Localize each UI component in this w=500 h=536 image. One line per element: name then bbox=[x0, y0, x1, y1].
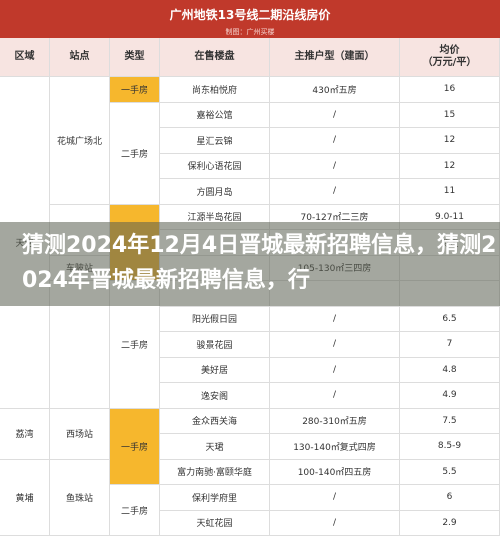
table-cell: / bbox=[270, 332, 400, 358]
table-cell: 一手房 bbox=[110, 77, 160, 103]
table-cell: 12 bbox=[400, 153, 500, 179]
table-cell: / bbox=[270, 102, 400, 128]
table-cell: 嘉裕公馆 bbox=[160, 102, 270, 128]
table-cell: 100-140㎡四五房 bbox=[270, 459, 400, 485]
table-cell: 星汇云锦 bbox=[160, 128, 270, 154]
table-cell: 11 bbox=[400, 179, 500, 205]
table-cell: 4.8 bbox=[400, 357, 500, 383]
table-cell: / bbox=[270, 383, 400, 409]
table-cell: 尚东柏悦府 bbox=[160, 77, 270, 103]
table-cell: 黄埔 bbox=[0, 459, 50, 536]
title-bar: 广州地铁13号线二期沿线房价 制图：广州买楼 bbox=[0, 0, 500, 38]
table-cell: 鱼珠站 bbox=[50, 459, 110, 536]
overlay-banner: 猜测2024年12月4日晋城最新招聘信息，猜测2024年晋城最新招聘信息，行 bbox=[0, 222, 500, 306]
table-cell: 280-310㎡五房 bbox=[270, 408, 400, 434]
table-cell: 6.5 bbox=[400, 306, 500, 332]
table-cell: 保利心语花园 bbox=[160, 153, 270, 179]
table-cell: 花城广场北 bbox=[50, 77, 110, 205]
table-cell: 2.9 bbox=[400, 510, 500, 536]
table-cell: 方圆月岛 bbox=[160, 179, 270, 205]
table-cell: 6 bbox=[400, 485, 500, 511]
table-cell: / bbox=[270, 179, 400, 205]
table-cell: 保利学府里 bbox=[160, 485, 270, 511]
table-cell: 天珺 bbox=[160, 434, 270, 460]
table-cell: / bbox=[270, 357, 400, 383]
banner-text: 猜测2024年12月4日晋城最新招聘信息，猜测2024年晋城最新招聘信息，行 bbox=[22, 233, 497, 293]
table-cell: / bbox=[270, 485, 400, 511]
header-cell: 区域 bbox=[0, 38, 50, 77]
table-cell: 7.5 bbox=[400, 408, 500, 434]
table-cell: / bbox=[270, 510, 400, 536]
header-cell: 均价 （万元/平） bbox=[400, 38, 500, 77]
table-cell: 430㎡五房 bbox=[270, 77, 400, 103]
subtitle: 制图：广州买楼 bbox=[225, 28, 275, 36]
table-cell: 4.9 bbox=[400, 383, 500, 409]
table-cell: 金众西关海 bbox=[160, 408, 270, 434]
table-cell: 8.5-9 bbox=[400, 434, 500, 460]
title: 广州地铁13号线二期沿线房价 bbox=[169, 8, 331, 22]
header-cell: 站点 bbox=[50, 38, 110, 77]
table-cell: 5.5 bbox=[400, 459, 500, 485]
table-cell: 阳光假日园 bbox=[160, 306, 270, 332]
table-cell: 美好居 bbox=[160, 357, 270, 383]
table-cell: 7 bbox=[400, 332, 500, 358]
table-cell: 骏景花园 bbox=[160, 332, 270, 358]
table-cell: / bbox=[270, 306, 400, 332]
header-cell: 在售楼盘 bbox=[160, 38, 270, 77]
table-cell: 一手房 bbox=[110, 408, 160, 485]
table-cell: 西场站 bbox=[50, 408, 110, 460]
table-cell: 二手房 bbox=[110, 485, 160, 536]
table-cell: 富力南驰·富颐华庭 bbox=[160, 459, 270, 485]
table-cell: 15 bbox=[400, 102, 500, 128]
table-cell: 12 bbox=[400, 128, 500, 154]
table-cell: 荔湾 bbox=[0, 408, 50, 460]
header-cell: 类型 bbox=[110, 38, 160, 77]
table-cell: / bbox=[270, 128, 400, 154]
table-cell: 天虹花园 bbox=[160, 510, 270, 536]
table-cell: 130-140㎡复式四房 bbox=[270, 434, 400, 460]
table-cell: 逸安阁 bbox=[160, 383, 270, 409]
table-cell: / bbox=[270, 153, 400, 179]
table-cell: 二手房 bbox=[110, 102, 160, 205]
header-cell: 主推户型（建面） bbox=[270, 38, 400, 77]
table-cell: 16 bbox=[400, 77, 500, 103]
